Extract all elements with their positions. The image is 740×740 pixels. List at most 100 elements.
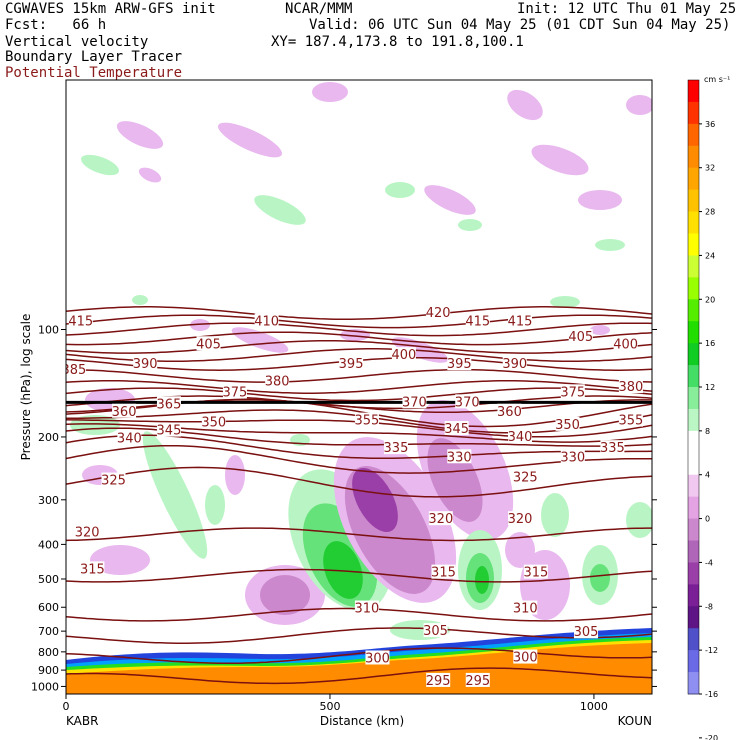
isentrope-label-bg [523,564,548,579]
title-model: CGWAVES 15km ARW-GFS init [5,1,216,17]
isentrope-label-bg [502,356,527,371]
colorbar-swatch [688,474,699,498]
x-axis-label: Distance (km) [320,714,404,728]
isentrope-label: 310 [355,602,380,617]
isentrope-label: 325 [101,474,126,489]
isentrope-label-bg [156,422,181,437]
isentrope-label: 340 [508,430,533,445]
colorbar-tick-label: 8 [705,427,710,436]
y-tick-label: 1000 [31,680,59,693]
isentrope-label: 420 [426,306,451,321]
isentrope-label-bg [265,373,290,388]
colorbar-tick-label: 32 [705,164,715,173]
y-tick-label: 900 [38,664,59,677]
isentrope-375 [66,387,652,402]
colorbar-swatch [688,452,699,476]
isentrope-295 [66,667,652,685]
isentrope-label-bg [101,472,126,487]
isentrope-label: 315 [80,562,105,577]
isentrope-label-bg [508,313,533,328]
isentrope-label-bg [339,356,364,371]
colorbar-swatch [688,606,699,629]
colorbar-tick-label: 4 [705,471,710,480]
colorbar-swatch [688,628,699,651]
colorbar-tick-label: -12 [705,646,718,655]
title-valid-time: Valid: 06 UTC Sun 04 May 25 (01 CDT Sun … [309,17,731,33]
isentrope-label: 315 [523,566,548,581]
colorbar-unit: cm s⁻¹ [704,75,730,84]
colorbar-swatch [688,387,699,410]
isentrope-label: 400 [391,348,416,363]
colorbar-swatch [688,430,699,454]
isentrope-label-bg [613,336,638,351]
colorbar-swatch [688,365,699,388]
title-org: NCAR/MMM [285,1,353,17]
isentrope-385 [66,368,652,383]
colorbar-swatch [688,650,699,673]
colorbar-tick-label: 0 [705,515,710,524]
isentrope-label-bg [428,511,453,526]
colorbar-swatch [688,123,699,147]
right-endpoint-label: KOUN [618,714,652,728]
isentrope-label-bg [574,624,599,639]
isentrope-label-bg [383,440,408,455]
colorbar-tick-label: 20 [705,295,715,304]
colorbar-swatch [688,299,699,322]
colorbar-swatch [688,167,699,191]
isentrope-label: 415 [465,315,490,330]
colorbar-swatch [688,584,699,607]
isentrope-label-bg [201,414,226,429]
x-tick-label: 500 [319,700,340,713]
isentrope-label-bg [447,449,472,464]
isentrope-label: 370 [455,395,480,410]
y-tick-label: 600 [38,601,59,614]
colorbar-swatch [688,408,699,432]
isentrope-label-bg [508,428,533,443]
isentrope-label-bg [555,416,580,431]
isentrope-label: 325 [513,471,538,486]
isentrope-label: 320 [75,525,100,540]
isentrope-label: 320 [508,512,533,527]
colorbar-tick-label: -16 [705,690,718,699]
isentrope-label-bg [568,329,593,344]
isentrope-label: 385 [62,363,87,378]
colorbar-swatch [688,518,699,541]
isentrope-305 [66,627,652,644]
isentrope-label-bg [618,379,643,394]
colorbar-swatch [688,145,699,169]
isentrope-label-bg [444,420,469,435]
isentrope-300 [66,647,652,665]
isentrope-320 [66,527,652,542]
isentrope-label: 410 [254,315,279,330]
isentrope-label-bg [117,430,142,445]
isentrope-label-bg [508,511,533,526]
potential-temperature-contours [66,306,652,685]
isentrope-label-bg [391,347,416,362]
isentrope-420 [66,306,652,320]
isentrope-label: 390 [133,357,158,372]
title-xy: XY= 187.4,173.8 to 191.8,100.1 [271,34,524,50]
isentrope-label: 345 [444,422,469,437]
colorbar-tick-label: 16 [705,339,715,348]
isentrope-label: 305 [574,625,599,640]
isentrope-label-bg [465,313,490,328]
y-tick-label: 300 [38,494,59,507]
isentrope-label-bg [560,449,585,464]
isentrope-label: 300 [513,651,538,666]
colorbar-swatch [688,540,699,563]
isentrope-label: 335 [600,441,625,456]
isentrope-label-bg [354,600,379,615]
colorbar-tick-label: 24 [705,251,715,260]
isentrope-label-bg [600,440,625,455]
colorbar: 36 32 28 24 20 16 12 8 4 0 -4 -8 -12 -16 -20 [687,79,718,740]
isentrope-label: 395 [447,357,472,372]
isentrope-label-bg [513,649,538,664]
colorbar-swatch [688,80,699,103]
isentrope-label: 375 [560,385,585,400]
colorbar-swatch [688,277,699,300]
potential-temperature-labels: 415 410 420 415 415 405 405 400 400 385 390 395 395 3… [62,305,643,689]
x-tick-label: 1000 [580,700,608,713]
isentrope-label-bg [112,403,137,418]
y-tick-label: 400 [38,538,59,551]
